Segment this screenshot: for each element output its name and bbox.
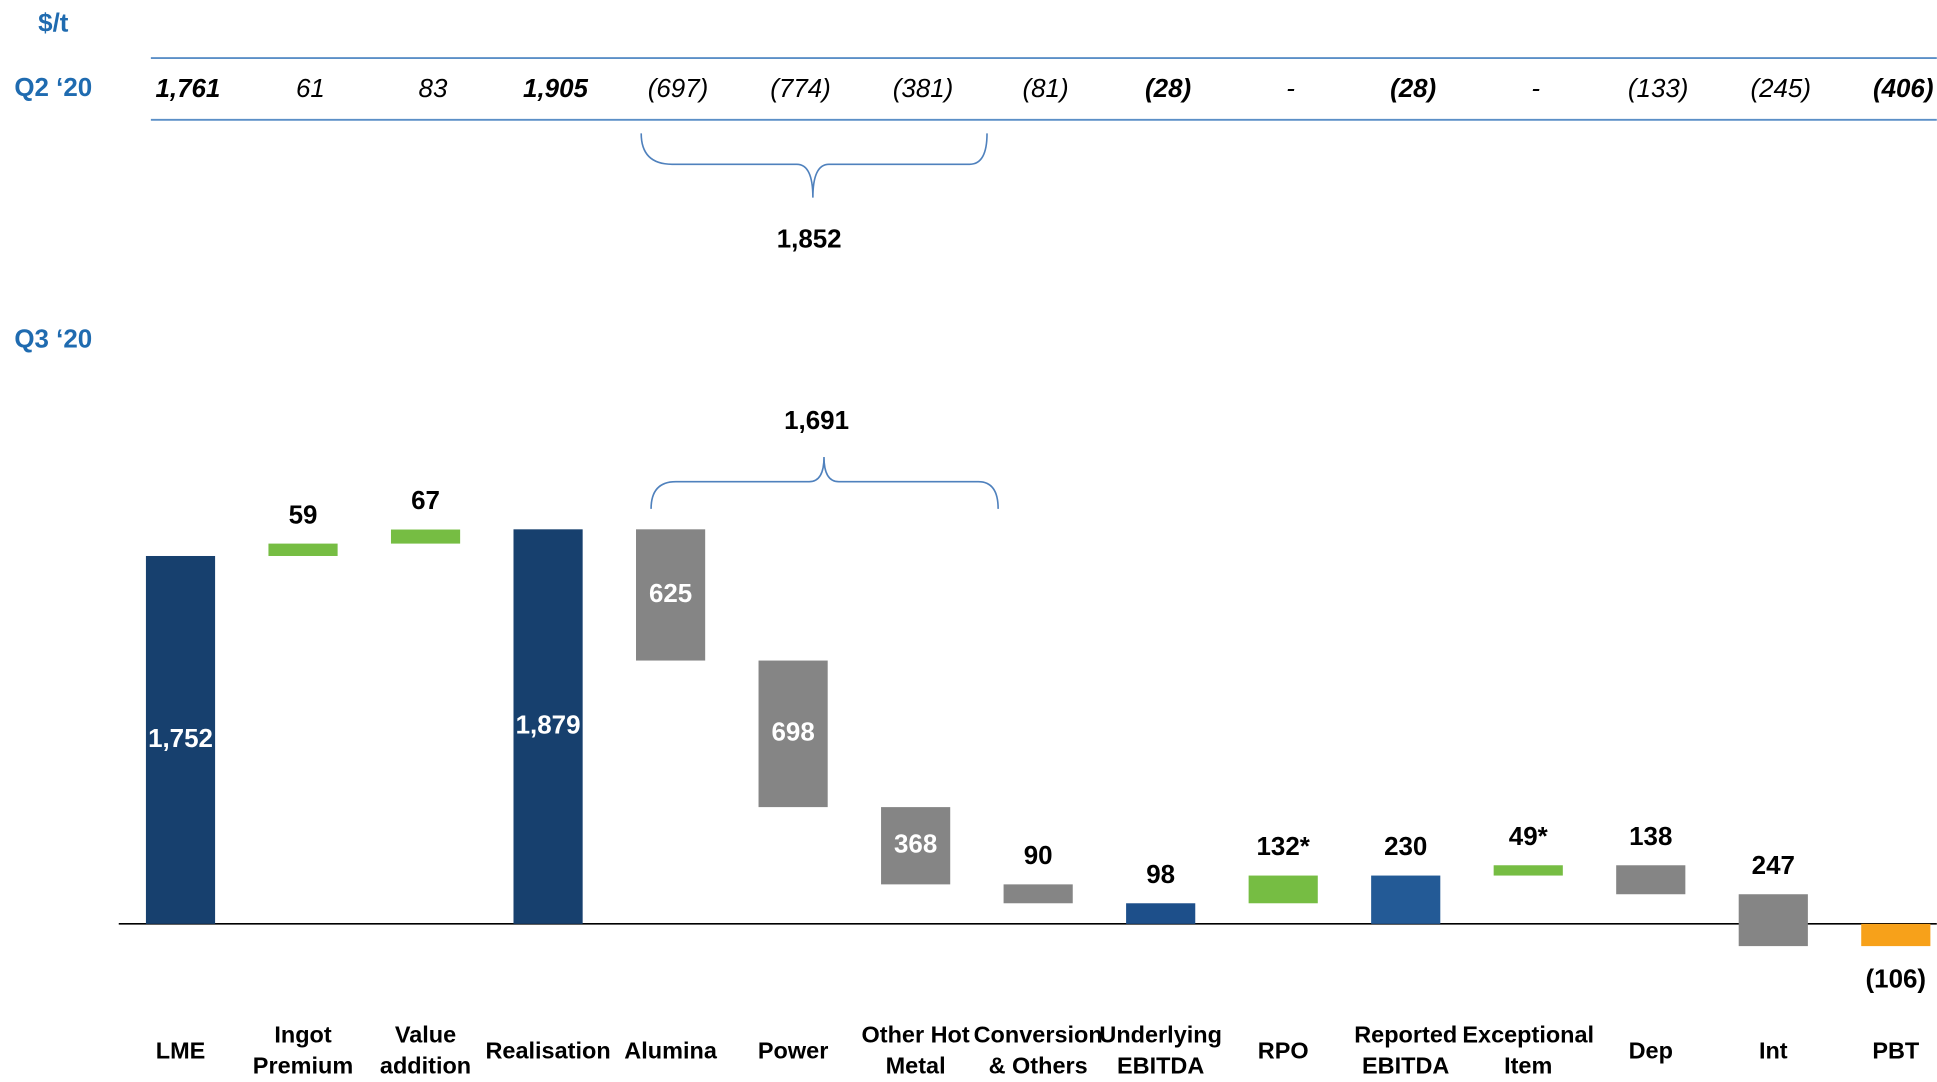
q2-value: (81) [1023,75,1069,103]
x-tick-label: Power [757,1038,829,1065]
x-tick: Dep [1628,1038,1673,1065]
x-tick-label: Ingot Premium [252,1022,354,1080]
value-label: (106) [1866,966,1927,994]
value-label: 98 [1146,861,1175,889]
x-tick-label: PBT [1872,1038,1920,1065]
value-label: 247 [1752,852,1795,880]
q2-value: (28) [1145,75,1191,103]
bar [1861,923,1931,947]
q2-value: (406) [1873,75,1934,103]
bar [881,807,951,885]
value-label: 1,879 [516,711,581,739]
value-label: 230 [1384,833,1427,861]
q2-value: 1,761 [155,75,220,103]
q2-bracket-label: 1,852 [777,226,842,254]
bar [1738,894,1808,947]
value-label: 368 [894,831,937,859]
q2-value: (381) [893,75,954,103]
bar [390,529,461,544]
x-tick-label: Alumina [624,1038,717,1065]
bar [1248,875,1318,904]
bar [145,555,216,924]
bar [1371,875,1441,924]
q2-value: (133) [1628,75,1689,103]
x-tick: Realisation [485,1038,611,1065]
bar [513,529,583,924]
x-tick-label: Int [1758,1038,1788,1065]
x-tick: Underlying EBITDA [1099,1022,1222,1080]
x-tick-label: Underlying EBITDA [1099,1022,1222,1080]
value-label: 90 [1024,842,1053,870]
bar [636,529,706,661]
bar [268,543,338,556]
x-tick: PBT [1872,1038,1920,1065]
q3-bracket [650,456,999,509]
value-label: 138 [1629,823,1672,851]
unit-label: $/t [38,10,69,38]
x-tick: Power [757,1038,829,1065]
x-tick: Value addition [379,1022,472,1080]
x-tick: Alumina [624,1038,717,1065]
q2-label: Q2 ‘20 [14,74,92,102]
q3-bracket-label: 1,691 [784,407,849,435]
x-tick: Other Hot Metal [861,1022,970,1080]
value-label: 59 [289,501,318,529]
x-tick: Exceptional Item [1462,1022,1595,1080]
bar [1126,903,1196,924]
bar [1003,884,1073,904]
x-tick-label: LME [155,1038,206,1065]
x-tick-label: Conversion & Others [973,1022,1103,1080]
value-label: 1,752 [148,725,213,753]
x-tick: Int [1758,1038,1788,1065]
q2-value: (28) [1390,75,1436,103]
q2-bracket [640,133,988,198]
value-label: 625 [649,580,692,608]
x-tick: RPO [1257,1038,1309,1065]
q2-value: - [1531,75,1540,103]
q2-value: 1,905 [523,75,588,103]
x-tick-label: RPO [1257,1038,1309,1065]
q2-value: 61 [296,75,325,103]
q2-value: 83 [419,75,448,103]
q2-value: (774) [770,75,831,103]
x-tick-label: Reported EBITDA [1354,1022,1458,1080]
x-tick: Conversion & Others [973,1022,1103,1080]
x-tick-label: Value addition [379,1022,472,1080]
x-tick: Reported EBITDA [1354,1022,1458,1080]
bar [1616,865,1686,895]
value-label: 132* [1257,833,1311,861]
q2-value: (245) [1750,75,1811,103]
x-tick: Ingot Premium [252,1022,354,1080]
bar [1493,865,1563,876]
x-tick-label: Realisation [485,1038,611,1065]
x-tick: LME [155,1038,206,1065]
value-label: 49* [1509,823,1549,851]
value-label: 698 [771,719,814,747]
bar [758,660,828,808]
x-tick-label: Exceptional Item [1462,1022,1595,1080]
q2-value: - [1286,75,1295,103]
q2-value: (697) [648,75,709,103]
x-tick-label: Other Hot Metal [861,1022,970,1080]
value-label: 67 [411,487,440,515]
q3-label: Q3 ‘20 [14,326,92,354]
x-tick-label: Dep [1628,1038,1673,1065]
